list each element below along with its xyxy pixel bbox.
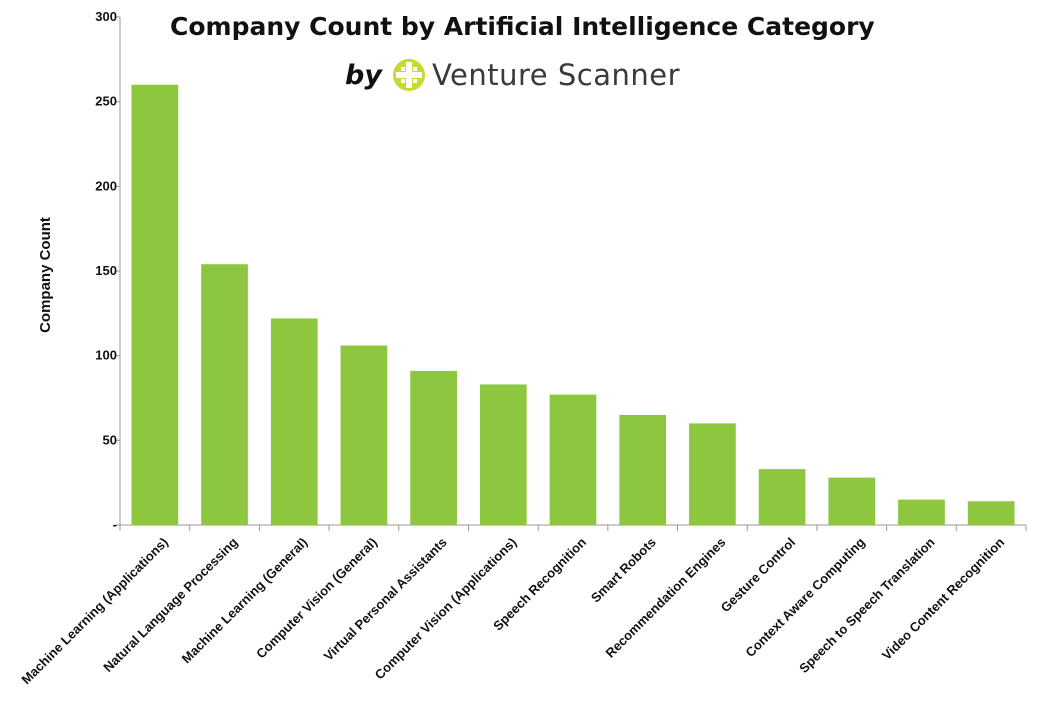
bar [270,318,318,525]
x-tick-label: Speech to Speech Translation [796,534,937,675]
x-tick-label: Gesture Control [718,535,799,616]
y-tick-label: 50 [103,432,117,447]
x-tick-label: Computer Vision (General) [253,535,380,662]
bar [479,384,527,525]
y-tick-label: 200 [95,178,117,193]
x-tick-label: Context Aware Computing [742,534,868,660]
y-tick-label: 250 [95,94,117,109]
x-tick-label: Natural Language Processing [100,534,240,674]
bar [689,423,736,525]
x-tick-label: Computer Vision (Applications) [372,535,520,683]
bar [898,499,945,525]
bar [340,345,388,525]
x-tick-label: Machine Learning (General) [179,535,311,667]
bar [828,477,876,525]
x-tick-label: Virtual Personal Assistants [321,535,450,664]
bar [131,84,179,525]
y-tick-label: 300 [95,9,117,24]
bar [410,370,457,525]
x-tick-label: Smart Robots [588,535,659,606]
bar [967,501,1015,525]
venture-scanner-logo-icon [392,59,425,91]
y-axis-label: Company Count [37,217,54,333]
bar [619,414,667,525]
bar [201,264,248,525]
bar [549,394,597,525]
x-tick-label: Speech Recognition [490,534,589,633]
x-tick-label: Recommendation Engines [602,535,728,661]
chart-title: Company Count by Artificial Intelligence… [170,12,875,41]
x-tick-label: Machine Learning (Applications) [18,535,171,688]
byline: by Venture Scanner [345,58,680,92]
bar [758,469,806,525]
y-tick-label: - [113,517,117,532]
brand-name: Venture Scanner [431,58,680,92]
y-tick-label: 150 [95,263,117,278]
byline-prefix: by [345,59,382,91]
y-tick-label: 100 [95,348,117,363]
x-tick-label: Video Content Recognition [879,534,1007,662]
